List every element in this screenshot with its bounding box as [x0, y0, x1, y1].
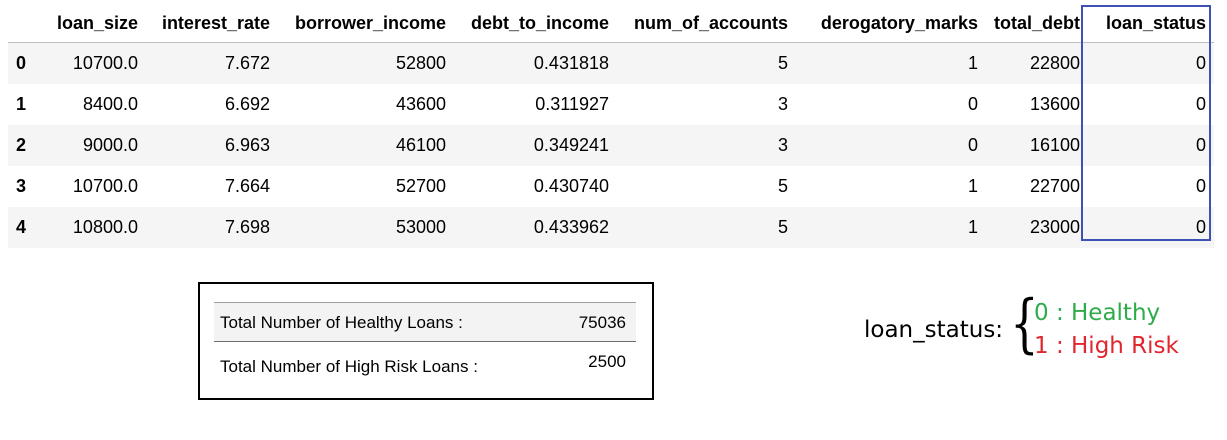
col-header-num-of-accounts: num_of_accounts [617, 4, 796, 43]
col-header-interest-rate: interest_rate [146, 4, 278, 43]
table-row: 0 10700.0 7.672 52800 0.431818 5 1 22800… [8, 42, 1215, 84]
row-index: 0 [8, 42, 38, 84]
cell-loan-size: 8400.0 [82, 94, 138, 114]
summary-top-rule [214, 302, 636, 303]
healthy-loans-label: Total Number of Healthy Loans : [220, 313, 463, 332]
healthy-loans-value: 75036 [578, 313, 626, 332]
cell-loan-size: 9000.0 [38, 125, 146, 166]
high-risk-loans-label: Total Number of High Risk Loans : [220, 357, 478, 376]
header-row: loan_size interest_rate borrower_income … [8, 4, 1215, 43]
cell-borrower-income: 52700 [395, 176, 446, 196]
cell-borrower-income: 52800 [278, 42, 454, 84]
cell-interest-rate: 7.698 [146, 207, 278, 248]
table-row: 2 9000.0 6.963 46100 0.349241 3 0 16100 … [8, 125, 1215, 166]
cell-interest-rate: 6.963 [146, 125, 278, 166]
table-row: 4 10800.0 7.698 53000 0.433962 5 1 23000… [8, 207, 1215, 248]
dataframe-table: loan_size interest_rate borrower_income … [8, 4, 1215, 248]
col-header-loan-status: loan_status [1088, 4, 1215, 43]
cell-num-of-accounts: 3 [617, 125, 796, 166]
cell-total-debt: 13600 [1029, 94, 1081, 114]
cell-num-of-accounts: 5 [777, 176, 788, 196]
index-header [8, 4, 38, 43]
cell-derogatory-marks: 0 [967, 94, 978, 114]
healthy-row-shading [214, 303, 636, 341]
cell-derogatory-marks: 1 [796, 207, 986, 248]
cell-loan-size: 10700.0 [72, 176, 138, 196]
cell-loan-status: 0 [1196, 176, 1207, 196]
loan-status-legend: loan_status: { 0 : Healthy 1 : High Risk [864, 292, 1204, 372]
cell-borrower-income: 53000 [278, 207, 454, 248]
cell-loan-status: 0 [1088, 125, 1215, 166]
cell-loan-status: 0 [1088, 42, 1215, 84]
cell-total-debt: 23000 [986, 207, 1089, 248]
col-header-loan-size: loan_size [38, 4, 146, 43]
cell-debt-to-income: 0.311927 [535, 94, 609, 114]
row-index: 1 [16, 94, 27, 114]
table-row: 3 10700.0 7.664 52700 0.430740 5 1 22700… [8, 166, 1214, 207]
cell-debt-to-income: 0.433962 [454, 207, 617, 248]
cell-borrower-income: 46100 [278, 125, 454, 166]
cell-loan-size: 10800.0 [38, 207, 146, 248]
cell-debt-to-income: 0.349241 [454, 125, 617, 166]
summary-divider [214, 341, 636, 342]
cell-debt-to-income: 0.430740 [533, 176, 609, 196]
cell-loan-status: 0 [1196, 94, 1207, 114]
cell-interest-rate: 6.692 [224, 94, 270, 114]
col-header-total-debt: total_debt [986, 4, 1089, 43]
row-index: 2 [8, 125, 38, 166]
legend-key-label: loan_status: [864, 317, 1004, 343]
cell-num-of-accounts: 5 [617, 42, 796, 84]
row-index: 4 [8, 207, 38, 248]
cell-loan-status: 0 [1088, 207, 1215, 248]
row-index: 3 [16, 176, 27, 196]
cell-loan-size: 10700.0 [38, 42, 146, 84]
col-header-derogatory-marks: derogatory_marks [796, 4, 986, 43]
high-risk-loans-value: 2500 [588, 352, 626, 371]
cell-interest-rate: 7.672 [146, 42, 278, 84]
col-header-borrower-income: borrower_income [278, 4, 454, 43]
cell-derogatory-marks: 0 [796, 125, 986, 166]
cell-total-debt: 22700 [1029, 176, 1081, 196]
legend-high-risk: 1 : High Risk [1034, 333, 1179, 359]
cell-debt-to-income: 0.431818 [454, 42, 617, 84]
table-row: 1 8400.0 6.692 43600 0.311927 3 0 13600 … [8, 84, 1214, 125]
legend-healthy: 0 : Healthy [1034, 300, 1161, 326]
cell-borrower-income: 43600 [395, 94, 446, 114]
cell-interest-rate: 7.664 [224, 176, 270, 196]
col-header-debt-to-income: debt_to_income [454, 4, 617, 43]
loan-summary-box: Total Number of Healthy Loans : 75036 To… [198, 282, 654, 400]
legend-brace: { [1010, 287, 1039, 361]
cell-derogatory-marks: 1 [796, 42, 986, 84]
cell-total-debt: 16100 [986, 125, 1089, 166]
cell-num-of-accounts: 5 [617, 207, 796, 248]
cell-num-of-accounts: 3 [777, 94, 788, 114]
cell-derogatory-marks: 1 [967, 176, 978, 196]
cell-total-debt: 22800 [986, 42, 1089, 84]
